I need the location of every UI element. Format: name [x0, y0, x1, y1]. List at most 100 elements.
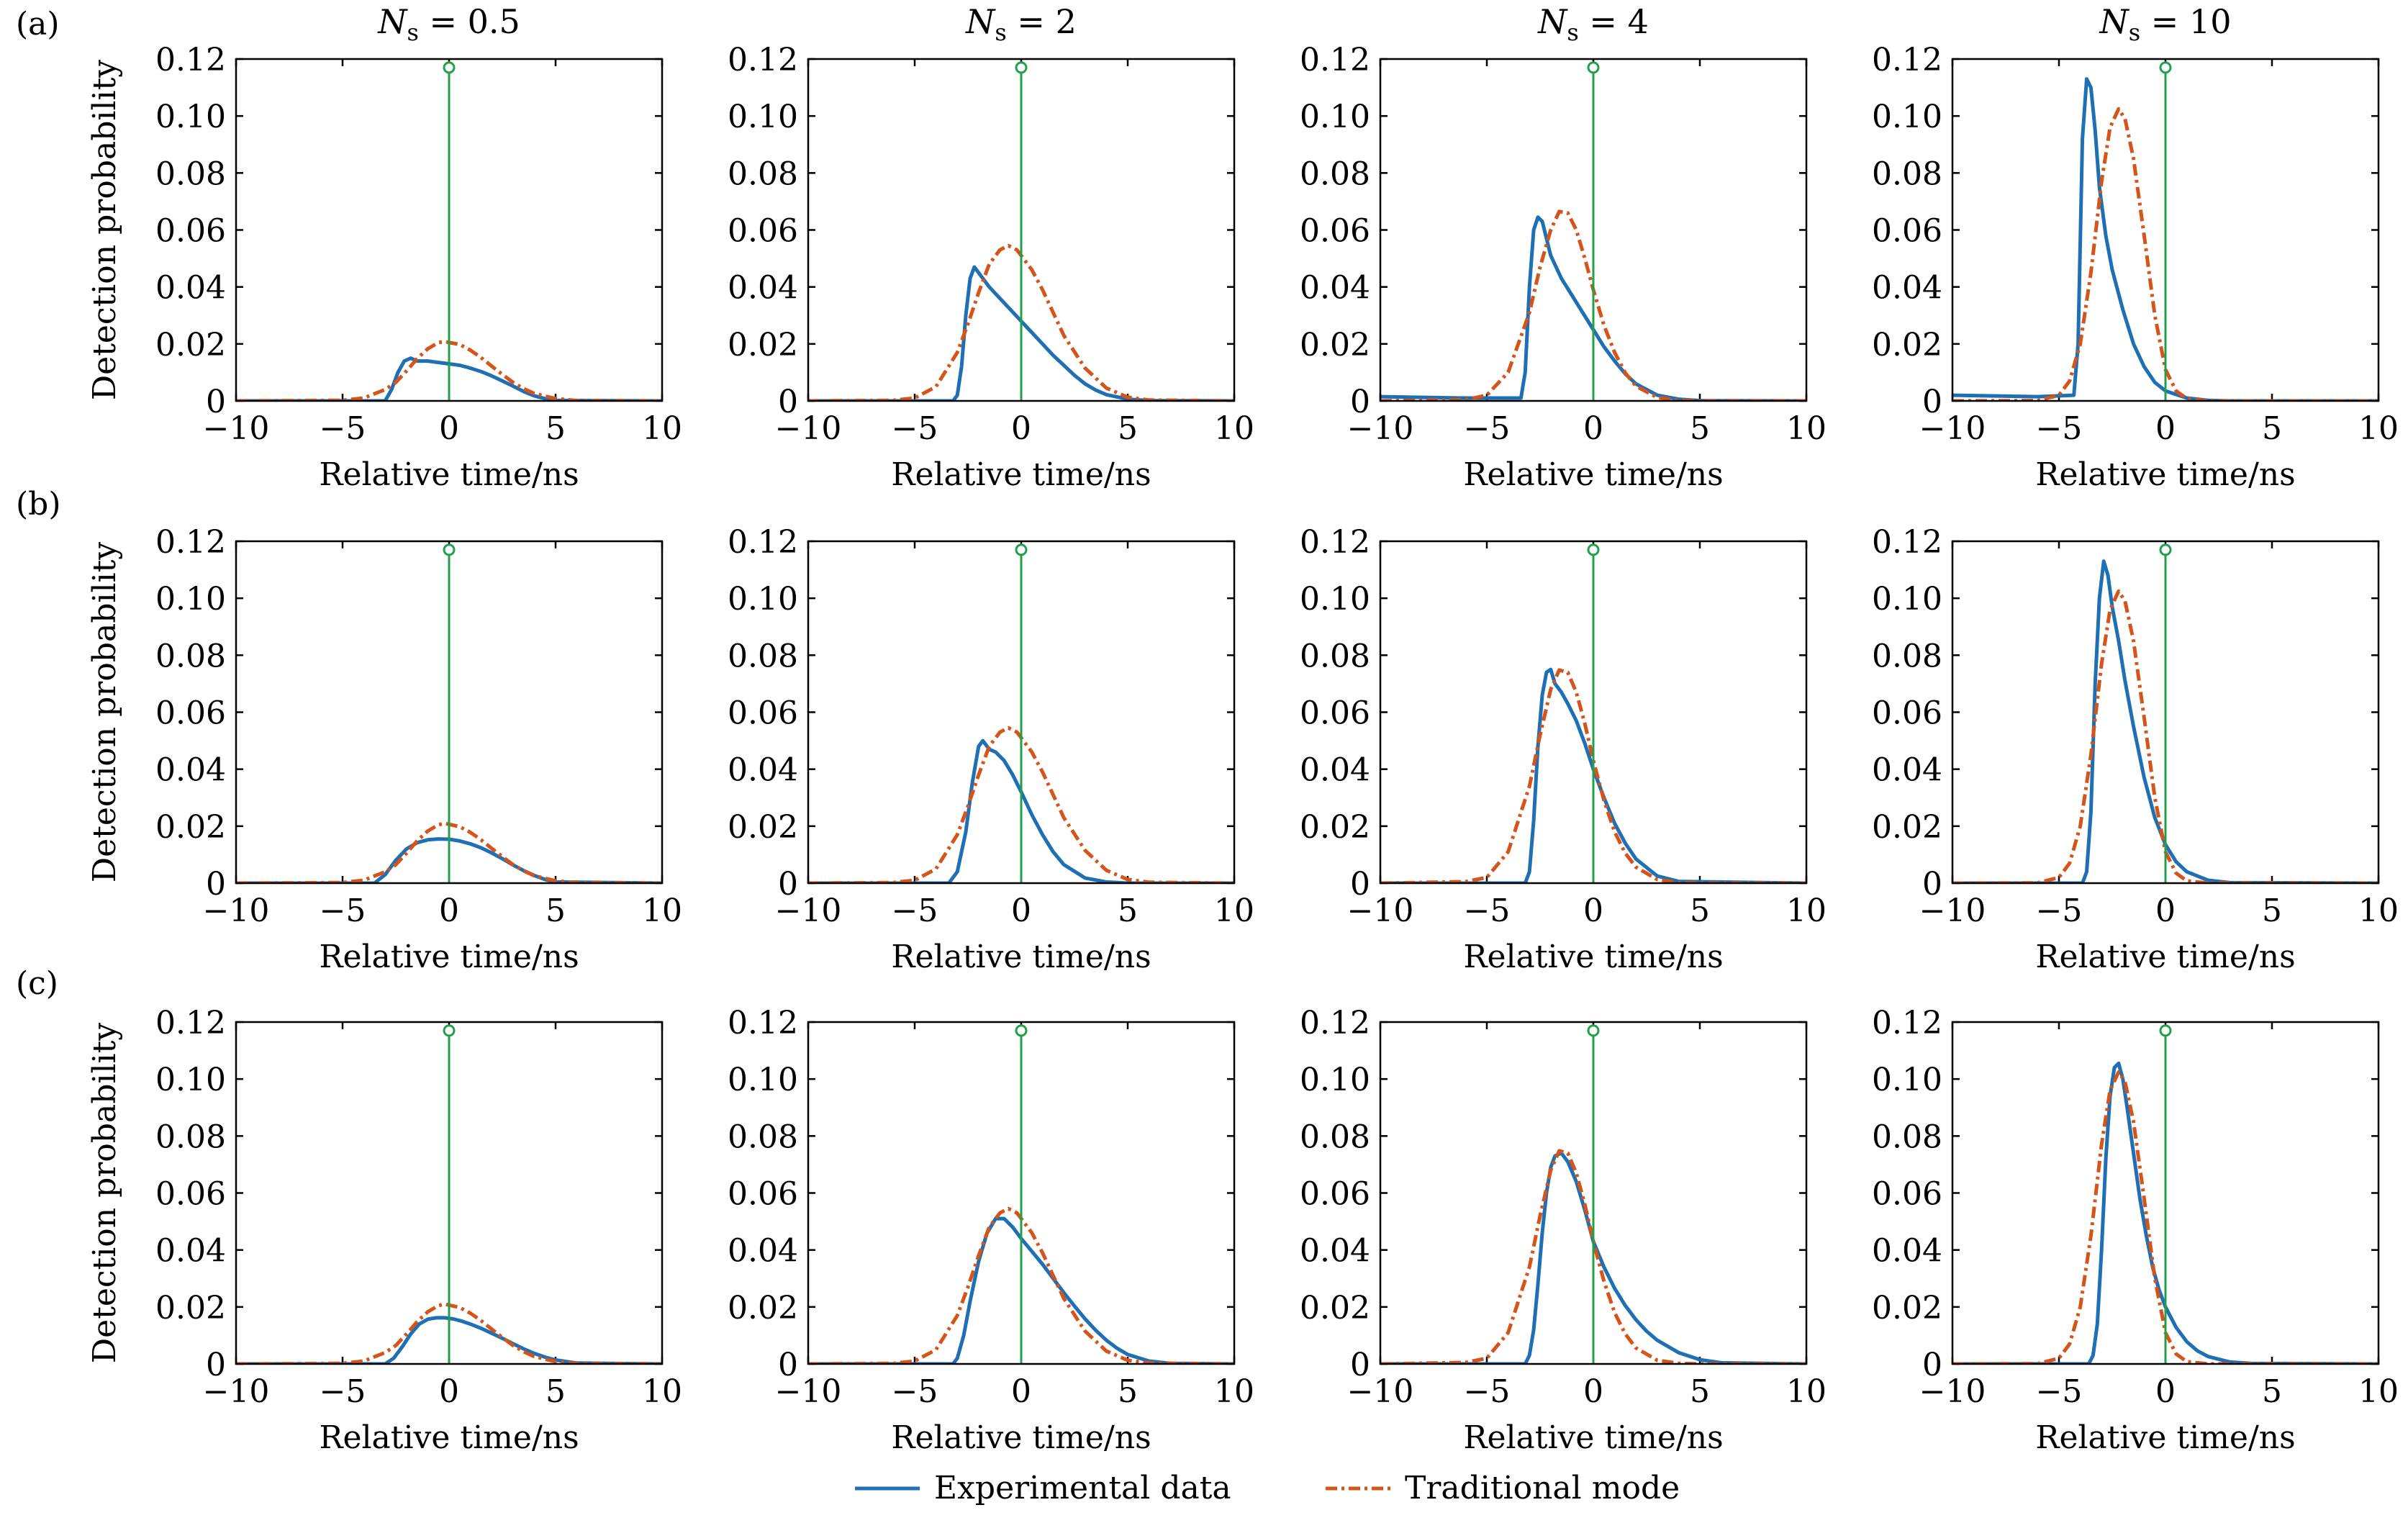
series-experimental-line — [1952, 1061, 2378, 1364]
series-experimental-line — [808, 738, 1234, 883]
x-tick-label: 5 — [1690, 892, 1710, 929]
series-experimental-line — [236, 1316, 662, 1364]
x-tick-label: −5 — [320, 410, 366, 447]
series-traditional-line — [1380, 209, 1806, 401]
y-tick-label: 0.04 — [1872, 270, 1942, 307]
x-tick-label: 5 — [1690, 1373, 1710, 1410]
y-tick-label: 0.04 — [155, 270, 226, 307]
x-tick-label: −5 — [1464, 892, 1511, 929]
zero-marker-point — [1587, 61, 1600, 74]
panel-b-3: −10 −5 0 5 10 0 0.02 0.04 0.06 0.08 0.10 0.12 Relati… — [1300, 524, 1827, 975]
series-traditional-line — [1952, 589, 2378, 883]
column-title-3: Ns = 4 — [1537, 2, 1649, 46]
x-tick-label: 10 — [1214, 892, 1254, 929]
y-tick-label: 0.10 — [155, 581, 226, 618]
zero-marker-point — [1587, 1024, 1600, 1037]
y-tick-label: 0.06 — [1872, 213, 1942, 250]
panel-c-4: −10 −5 0 5 10 0 0.02 0.04 0.06 0.08 0.10 0.12 Relati… — [1872, 1005, 2399, 1456]
y-tick-label: 0.12 — [1872, 524, 1942, 561]
y-tick-label: 0.10 — [1300, 581, 1370, 618]
x-tick-label: 5 — [1690, 410, 1710, 447]
x-tick-label: 5 — [1118, 892, 1138, 929]
y-tick-label: 0.12 — [1872, 1005, 1942, 1041]
y-tick-label: 0.04 — [1872, 1233, 1942, 1270]
plot-area — [1952, 77, 2378, 401]
y-tick-label: 0.06 — [155, 213, 226, 250]
zero-marker-point — [2159, 543, 2172, 556]
series-traditional-line — [808, 243, 1234, 401]
x-tick-label: 5 — [546, 892, 566, 929]
series-traditional-line — [236, 340, 662, 401]
y-axis-label: Detection probability — [86, 60, 123, 400]
series-experimental-line — [808, 1216, 1234, 1364]
x-tick-label: −10 — [1919, 410, 1986, 447]
y-tick-label: 0.02 — [1872, 1290, 1942, 1327]
y-tick-label: 0 — [1922, 866, 1942, 903]
panel-c-2: −10 −5 0 5 10 0 0.02 0.04 0.06 0.08 0.10 0.12 Relati… — [728, 1005, 1254, 1456]
x-axis-label: Relative time/ns — [2035, 456, 2295, 493]
x-tick-label: 10 — [642, 892, 682, 929]
y-tick-label: 0.02 — [728, 327, 798, 363]
x-tick-label: 10 — [642, 410, 682, 447]
y-tick-label: 0.04 — [728, 270, 798, 307]
series-traditional-line — [1380, 1149, 1806, 1364]
x-tick-label: −10 — [775, 892, 842, 929]
x-tick-label: −10 — [1347, 410, 1414, 447]
y-tick-label: 0.06 — [1300, 695, 1370, 732]
y-tick-label: 0.04 — [1300, 752, 1370, 789]
x-tick-label: 5 — [2262, 410, 2282, 447]
row-label-c: (c) — [16, 965, 58, 1002]
panel-a-2: −10 −5 0 5 10 0 0.02 0.04 0.06 0.08 0.10 0.12 Relati… — [728, 42, 1254, 493]
axes-frame — [1379, 1021, 1808, 1365]
axes-frame — [1951, 1021, 2380, 1365]
y-tick-label: 0 — [1922, 1347, 1942, 1383]
y-tick-label: 0.04 — [1872, 752, 1942, 789]
x-tick-label: 5 — [546, 410, 566, 447]
x-tick-label: −5 — [2036, 892, 2083, 929]
x-tick-label: −10 — [203, 892, 270, 929]
y-tick-label: 0.08 — [1300, 638, 1370, 674]
x-tick-label: 10 — [1786, 410, 1827, 447]
panel-a-3: −10 −5 0 5 10 0 0.02 0.04 0.06 0.08 0.10 0.12 Relati… — [1300, 42, 1827, 493]
series-experimental-line — [1380, 1151, 1806, 1364]
axes-frame — [235, 58, 664, 402]
axes-frame — [807, 540, 1236, 885]
zero-marker-point — [1015, 1024, 1028, 1037]
y-tick-label: 0.08 — [1872, 1118, 1942, 1155]
x-axis-label: Relative time/ns — [891, 456, 1151, 493]
y-tick-label: 0.08 — [728, 155, 798, 192]
x-axis-label: Relative time/ns — [891, 939, 1151, 975]
series-traditional-line — [236, 821, 662, 883]
x-tick-label: 0 — [2155, 892, 2176, 929]
y-tick-label: 0.06 — [728, 213, 798, 250]
y-tick-label: 0.08 — [1872, 155, 1942, 192]
x-tick-label: 5 — [1118, 410, 1138, 447]
y-tick-label: 0.08 — [728, 1118, 798, 1155]
legend: Experimental data Traditional mode — [855, 1470, 1680, 1506]
series-traditional-line — [236, 1302, 662, 1364]
y-tick-label: 0.02 — [1300, 1290, 1370, 1327]
x-tick-label: 10 — [642, 1373, 682, 1410]
y-tick-label: 0 — [1922, 384, 1942, 420]
legend-label-experimental: Experimental data — [934, 1470, 1231, 1506]
x-tick-label: −10 — [1347, 892, 1414, 929]
x-tick-label: −10 — [775, 1373, 842, 1410]
y-tick-label: 0 — [206, 384, 226, 420]
series-experimental-line — [1952, 559, 2378, 883]
y-tick-label: 0.10 — [1872, 99, 1942, 135]
plot-area — [236, 821, 662, 883]
y-tick-label: 0.12 — [1300, 1005, 1370, 1041]
y-axis-label: Detection probability — [86, 1023, 123, 1363]
plot-area — [236, 1302, 662, 1364]
y-tick-label: 0.04 — [155, 752, 226, 789]
y-tick-label: 0.12 — [728, 42, 798, 78]
legend-label-traditional: Traditional mode — [1405, 1470, 1680, 1506]
x-tick-label: 0 — [1583, 892, 1603, 929]
y-tick-label: 0.06 — [155, 1176, 226, 1213]
panels: −10 −5 0 5 10 0 0.02 0.04 0.06 0.08 0.10 0.12 Relati… — [86, 42, 2399, 1456]
y-tick-label: 0.12 — [155, 524, 226, 561]
x-axis-label: Relative time/ns — [2035, 939, 2295, 975]
y-tick-label: 0.02 — [1872, 809, 1942, 846]
x-axis-label: Relative time/ns — [1463, 939, 1723, 975]
y-tick-label: 0.08 — [155, 638, 226, 674]
